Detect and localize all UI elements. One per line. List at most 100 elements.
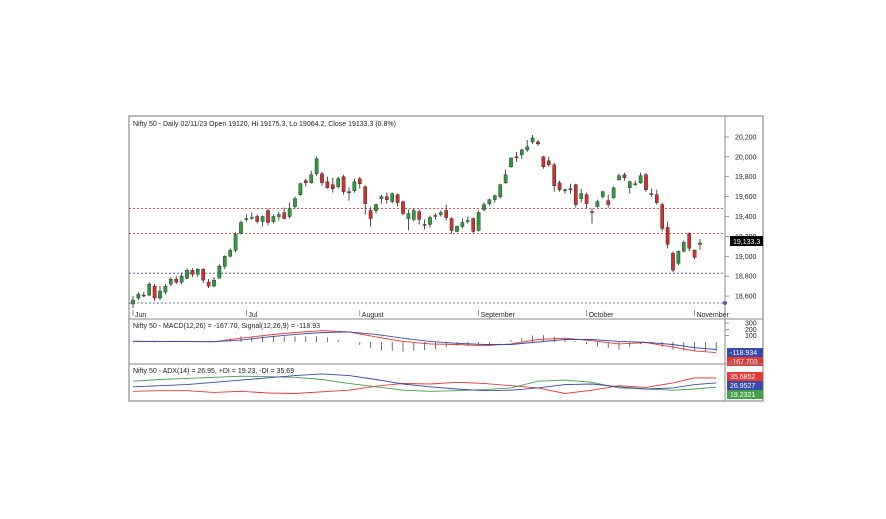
candle-body [417, 211, 422, 220]
month-label: November [697, 312, 730, 319]
candle-body [357, 178, 362, 184]
adx-value-tag: 35.6852 [730, 374, 755, 381]
candle-body [590, 211, 594, 213]
candle-body [239, 222, 243, 234]
macd-value-tag: -118.934 [730, 350, 757, 357]
candle-body [222, 256, 227, 267]
price-tick-label: 19,000 [735, 254, 757, 261]
candle-body [271, 216, 276, 222]
candle-body [390, 193, 395, 202]
candle-body [298, 183, 303, 195]
macd-title: Nifty 50 - MACD(12,26) = -167.70, Signal… [133, 323, 320, 330]
candle-body [519, 149, 524, 156]
candle-body [320, 173, 324, 183]
candle-body [363, 186, 368, 204]
candle-body [266, 210, 270, 223]
candle-body [541, 156, 546, 168]
candle-body [168, 278, 173, 285]
candle-body [557, 182, 562, 190]
candle-body [606, 200, 611, 205]
candle-body [368, 210, 373, 219]
candle-body [498, 184, 503, 197]
adx-value-tag-bg [727, 390, 763, 399]
candle-body [568, 188, 573, 190]
candle-body [287, 208, 292, 217]
month-label: August [362, 312, 384, 319]
price-tick-label: 18,800 [735, 274, 757, 281]
candle-body [627, 181, 632, 188]
candle-body [579, 193, 584, 199]
candle-body [509, 157, 513, 167]
macd-tick-label: 300 [745, 321, 757, 328]
candle-body [163, 285, 168, 293]
adx-value-tag: 19.2321 [730, 392, 755, 399]
month-label: Jun [135, 312, 146, 319]
candle-body [152, 285, 157, 299]
candle-body [563, 189, 567, 191]
candle-body [217, 266, 222, 279]
candle-body [147, 283, 152, 296]
candle-body [433, 215, 438, 217]
candle-body [260, 216, 265, 222]
candle-body [374, 204, 378, 211]
candle-body [530, 137, 535, 143]
price-panel: Nifty 50 - Daily 02/11/23 Open 19120, Hi… [129, 121, 763, 319]
last-price-tag: 19,133.3 [730, 236, 763, 246]
candle-body [282, 212, 287, 219]
price-tick-label: 19,600 [735, 194, 757, 201]
candle-body [584, 194, 589, 204]
last-price-tag-bg [730, 236, 763, 246]
candle-body [638, 175, 643, 183]
candle-body [546, 160, 551, 166]
candle-body [487, 199, 492, 204]
candle-body [206, 281, 211, 287]
candle-body [303, 180, 308, 183]
candle-body [293, 198, 297, 207]
candle-body [449, 218, 454, 231]
candle-body [195, 269, 200, 275]
candle-body [681, 242, 686, 252]
candle-body [179, 275, 184, 283]
price-title: Nifty 50 - Daily 02/11/23 Open 19120, Hi… [133, 121, 396, 128]
candle-body [552, 164, 557, 186]
candle-body [341, 176, 346, 192]
adx-series-line [132, 377, 717, 394]
candle-body [201, 269, 206, 281]
candle-body [492, 195, 497, 200]
candle-body [622, 174, 627, 178]
candle-body [347, 191, 351, 193]
candle-body [660, 204, 665, 229]
candle-body [336, 178, 341, 187]
candle-body [600, 191, 605, 197]
candle-body [460, 222, 465, 227]
price-tick-label: 18,600 [735, 294, 757, 301]
candle-body [465, 220, 470, 222]
candle-body [649, 193, 654, 195]
candle-body [476, 212, 481, 231]
candle-body [525, 146, 530, 151]
candle-body [330, 184, 335, 189]
candle-body [141, 294, 146, 297]
candle-body [158, 290, 162, 299]
candle-body [228, 250, 233, 257]
candle-body [174, 278, 179, 283]
candle-body [482, 204, 486, 210]
last-price-label: 19,133.3 [733, 239, 760, 246]
macd-panel: Nifty 50 - MACD(12,26) = -167.70, Signal… [132, 321, 763, 366]
candle-body [471, 218, 476, 232]
candle-body [644, 174, 648, 190]
candle-body [249, 217, 254, 219]
month-label: September [481, 312, 516, 319]
adx-value-tag: 26.9527 [730, 383, 755, 390]
macd-tick-label: 100 [745, 333, 757, 340]
candle-body [395, 194, 400, 203]
candle-body [411, 210, 416, 220]
candle-body [185, 270, 189, 279]
macd-value-tag-bg [727, 357, 763, 366]
candle-body [190, 270, 195, 275]
price-tick-label: 19,400 [735, 214, 757, 221]
candle-body [455, 226, 459, 232]
candle-body [422, 224, 427, 226]
candle-body [514, 156, 519, 159]
candle-body [444, 210, 449, 218]
